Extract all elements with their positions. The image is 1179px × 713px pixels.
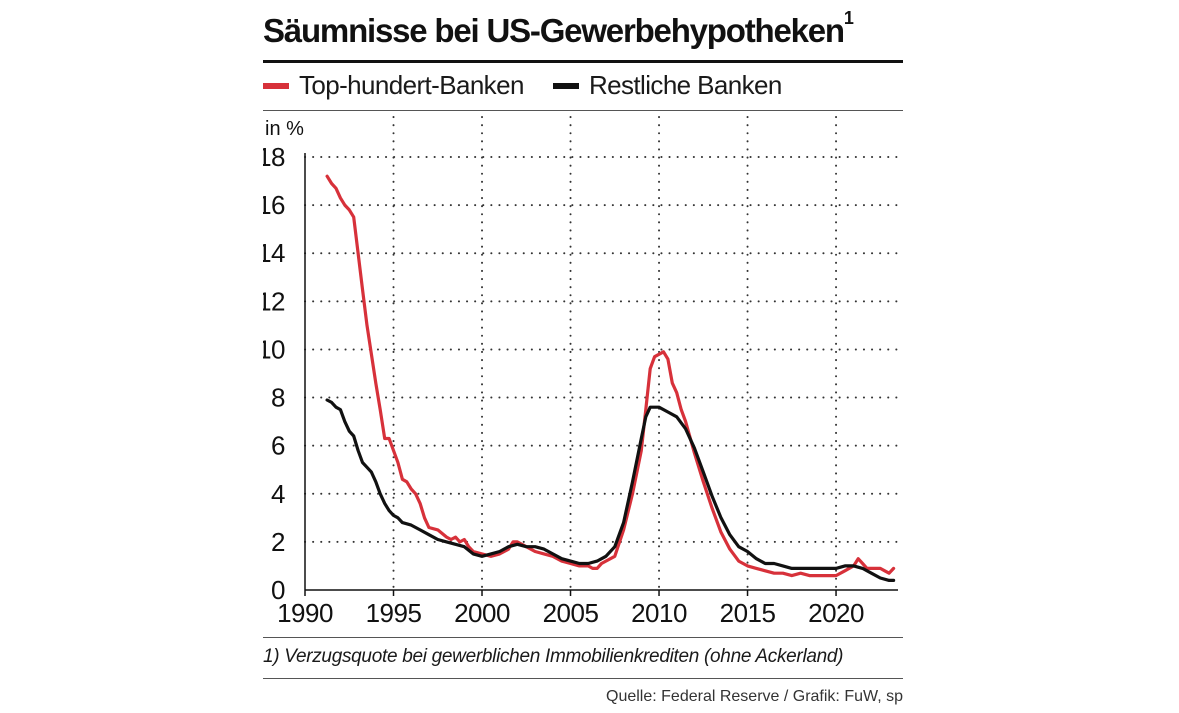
x-tick-label-2015: 2015 <box>720 598 776 628</box>
footnote-rule-top <box>263 637 903 638</box>
y-tick-label-8: 8 <box>271 383 285 413</box>
series-line-top-banks <box>325 174 896 578</box>
y-tick-label-12: 12 <box>263 286 285 316</box>
x-tick-label-2010: 2010 <box>631 598 687 628</box>
footnote-rule-bottom <box>263 678 903 679</box>
y-tick-label-14: 14 <box>263 238 285 268</box>
series-line-other-banks <box>325 398 896 582</box>
y-tick-label-18: 18 <box>263 142 285 172</box>
chart-frame: Säumnisse bei US-Gewerbehypotheken1 Top-… <box>263 0 903 713</box>
legend-rule <box>263 110 903 111</box>
footnote: 1) Verzugsquote bei gewerblichen Immobil… <box>263 646 844 667</box>
legend-label-top-banks: Top-hundert-Banken <box>299 70 524 100</box>
y-tick-label-16: 16 <box>263 190 285 220</box>
legend-swatch-other-banks <box>553 82 579 89</box>
x-tick-label-1990: 1990 <box>277 598 333 628</box>
chart-title: Säumnisse bei US-Gewerbehypotheken1 <box>263 8 854 50</box>
y-tick-label-0: 0 <box>271 575 285 605</box>
title-footnote-marker: 1 <box>843 8 854 28</box>
legend-swatch-top-banks <box>263 82 289 89</box>
x-tick-label-2005: 2005 <box>543 598 599 628</box>
y-tick-label-4: 4 <box>271 479 285 509</box>
y-tick-label-6: 6 <box>271 431 285 461</box>
title-rule <box>263 60 903 63</box>
x-tick-label-2020: 2020 <box>808 598 864 628</box>
line-chart: 0 2 4 6 8 10 12 14 16 18 1990 1995 2000 2005 2010 2015 2… <box>263 116 899 628</box>
legend-label-other-banks: Restliche Banken <box>589 70 782 100</box>
y-tick-label-2: 2 <box>271 527 285 557</box>
y-axis-unit-label: in % <box>265 118 304 140</box>
x-tick-label-1995: 1995 <box>366 598 422 628</box>
legend-item-top-banks: Top-hundert-Banken <box>263 70 524 101</box>
y-tick-label-10: 10 <box>263 334 285 364</box>
source-credit: Quelle: Federal Reserve / Grafik: FuW, s… <box>606 688 903 705</box>
chart-title-text: Säumnisse bei US-Gewerbehypotheken <box>263 12 845 49</box>
legend: Top-hundert-Banken Restliche Banken <box>263 70 903 104</box>
legend-item-other-banks: Restliche Banken <box>553 70 782 101</box>
x-tick-label-2000: 2000 <box>454 598 510 628</box>
